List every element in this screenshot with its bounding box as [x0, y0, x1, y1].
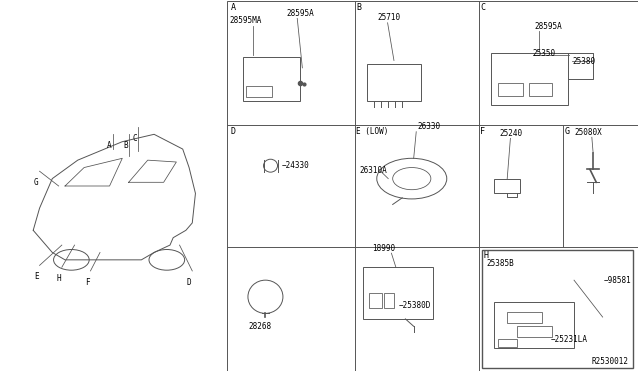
Text: H: H	[56, 274, 61, 283]
Text: B: B	[356, 3, 362, 12]
Text: A: A	[230, 3, 236, 12]
Text: F: F	[481, 127, 486, 136]
Text: −98581: −98581	[604, 276, 631, 285]
Text: 26310A: 26310A	[359, 166, 387, 174]
Bar	[227, 1, 637, 371]
Text: 26330: 26330	[417, 122, 440, 131]
Text: 25380: 25380	[573, 57, 596, 66]
Text: C: C	[481, 3, 486, 12]
Bar	[498, 339, 516, 347]
Text: 28268: 28268	[248, 322, 271, 331]
Text: B: B	[123, 141, 128, 150]
Text: F: F	[85, 278, 90, 286]
Text: H: H	[484, 251, 489, 260]
Text: R2530012: R2530012	[591, 357, 628, 366]
Text: 25710: 25710	[378, 13, 401, 22]
Bar	[508, 311, 542, 323]
Text: 25080X: 25080X	[574, 128, 602, 137]
Text: D: D	[187, 278, 191, 286]
Text: E (LOW): E (LOW)	[356, 127, 388, 136]
Text: D: D	[230, 127, 236, 136]
Bar	[369, 293, 382, 308]
Text: 25350: 25350	[532, 49, 556, 58]
Bar	[529, 83, 552, 96]
Text: −25380D: −25380D	[399, 301, 431, 311]
Text: −24330: −24330	[282, 161, 309, 170]
Bar	[516, 326, 552, 337]
Text: E: E	[34, 272, 38, 281]
Text: 28595A: 28595A	[287, 9, 314, 18]
Text: 25240: 25240	[500, 129, 523, 138]
Bar	[482, 250, 633, 368]
Text: −25231LA: −25231LA	[550, 335, 588, 344]
Text: 18990: 18990	[372, 244, 395, 253]
Bar	[498, 83, 523, 96]
Text: 25385B: 25385B	[486, 259, 514, 268]
Text: 28595MA: 28595MA	[229, 16, 262, 25]
Text: C: C	[132, 134, 138, 142]
Bar	[246, 86, 272, 97]
Text: G: G	[565, 127, 570, 136]
Bar	[385, 293, 394, 308]
Text: 28595A: 28595A	[534, 22, 563, 31]
Text: G: G	[34, 178, 38, 187]
Text: A: A	[108, 141, 112, 150]
